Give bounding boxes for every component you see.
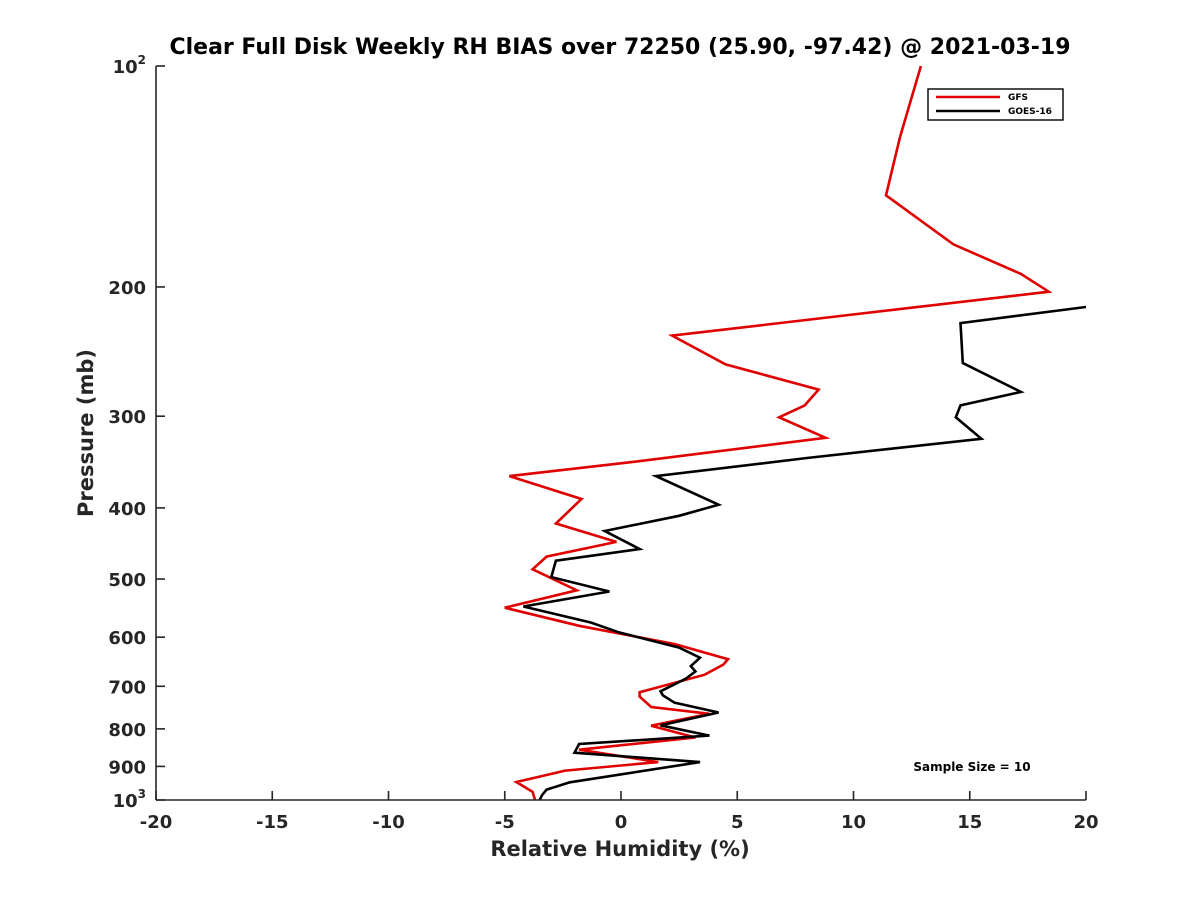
sample-size-annotation: Sample Size = 10 — [913, 760, 1030, 774]
y-tick-label: 300 — [108, 407, 146, 428]
legend-label-gfs: GFS — [1008, 93, 1028, 103]
x-tick-label: -15 — [256, 812, 289, 833]
x-tick-label: -5 — [495, 812, 515, 833]
y-axis-label: Pressure (mb) — [74, 349, 98, 517]
x-tick-label: 0 — [615, 812, 628, 833]
x-axis-label: Relative Humidity (%) — [490, 837, 749, 861]
y-tick-label: 600 — [108, 628, 146, 649]
axes-group — [155, 66, 1086, 801]
chart-title: Clear Full Disk Weekly RH BIAS over 7225… — [169, 35, 1070, 60]
y-tick-label: 103 — [113, 787, 146, 812]
x-tick-label: 15 — [957, 812, 982, 833]
y-tick-label: 200 — [108, 278, 146, 299]
series-group — [504, 66, 1086, 800]
series-line-gfs — [504, 66, 1053, 800]
y-tick-label: 900 — [108, 757, 146, 778]
y-tick-label: 102 — [113, 53, 146, 78]
x-tick-label: 5 — [731, 812, 744, 833]
y-tick-label: 500 — [108, 570, 146, 591]
y-tick-label: 800 — [108, 720, 146, 741]
x-tick-label: -20 — [140, 812, 173, 833]
y-tick-label: 400 — [108, 499, 146, 520]
legend-label-goes-16: GOES-16 — [1008, 107, 1052, 117]
series-line-goes-16 — [523, 305, 1086, 800]
legend-box — [927, 88, 1064, 121]
x-tick-label: 10 — [841, 812, 866, 833]
ticks-group: -20 -15 -10 -5 0 5 10 15 20 102 200 300 400 500 600 700… — [108, 53, 1098, 833]
y-tick-label: 700 — [108, 677, 146, 698]
x-tick-label: 20 — [1073, 812, 1098, 833]
legend: GFS GOES-16 — [927, 88, 1064, 121]
x-tick-label: -10 — [372, 812, 405, 833]
